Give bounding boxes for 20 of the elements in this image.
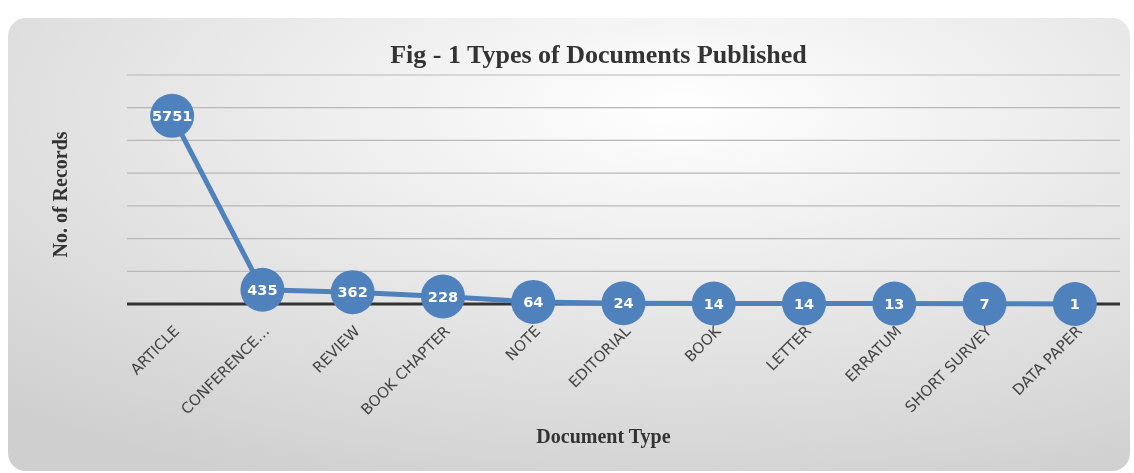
point xyxy=(511,279,556,324)
data-label: 24 xyxy=(613,295,634,312)
data-label: 7 xyxy=(979,295,990,312)
data-label: 14 xyxy=(793,295,815,312)
point xyxy=(872,281,917,326)
point xyxy=(962,281,1007,326)
data-label: 5751 xyxy=(151,107,193,124)
data-label: 13 xyxy=(884,295,905,312)
data-label: 228 xyxy=(427,288,459,305)
point xyxy=(601,281,646,326)
point xyxy=(1052,281,1097,326)
chart-title: Fig - 1 Types of Documents Published xyxy=(390,40,808,69)
x-axis-title: Document Type xyxy=(536,425,671,448)
data-label: 64 xyxy=(523,293,544,310)
data-label: 435 xyxy=(247,281,278,298)
data-label: 14 xyxy=(703,295,724,312)
data-label: 362 xyxy=(337,284,368,301)
y-axis-title: No. of Records xyxy=(49,131,71,258)
data-label: 1 xyxy=(1069,296,1080,313)
point xyxy=(782,281,827,326)
